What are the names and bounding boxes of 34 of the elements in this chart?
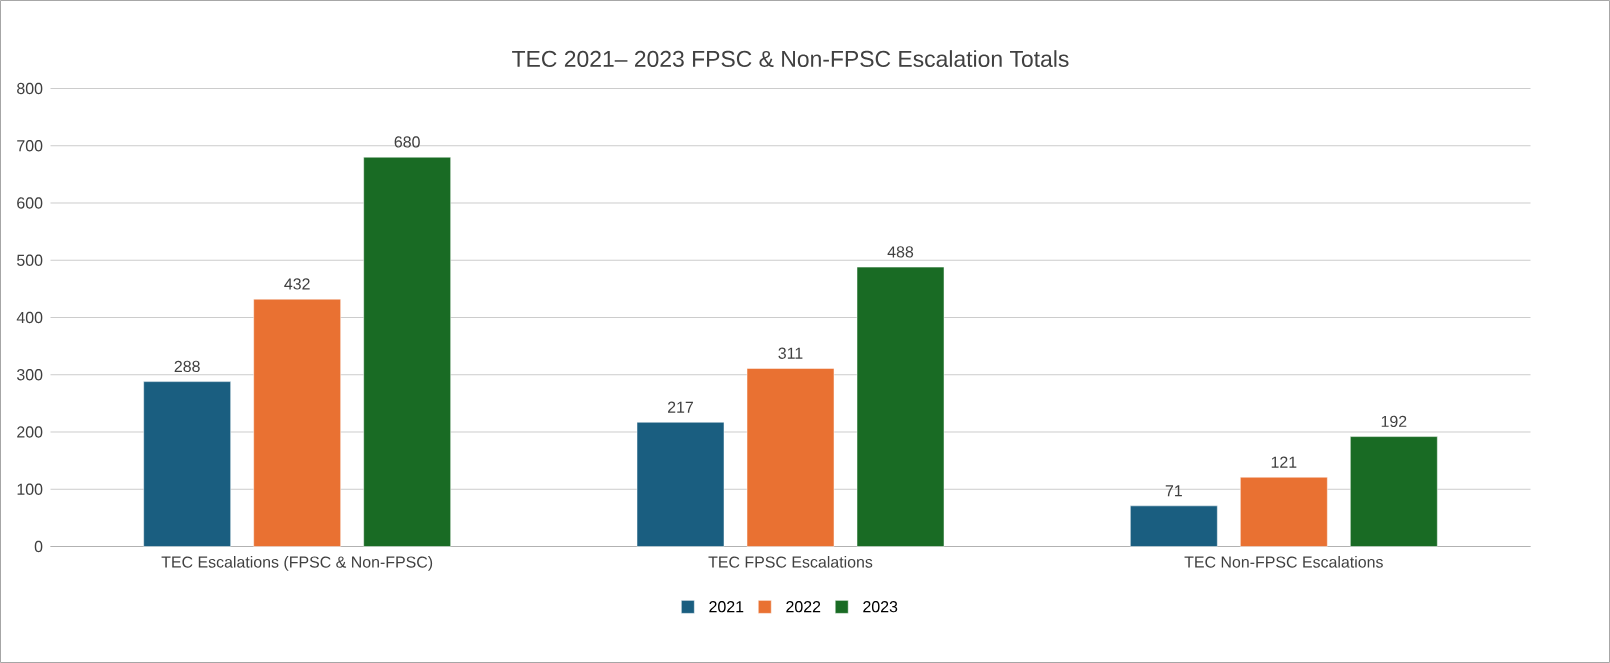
bar (143, 381, 231, 547)
data-label: 71 (1165, 485, 1182, 497)
chart-title: TEC 2021– 2023 FPSC & Non-FPSC Escalation Totals (512, 50, 1069, 67)
bar (746, 368, 835, 547)
x-tick-label: TEC Non-FPSC Escalations (1184, 556, 1383, 568)
y-tick-label: 500 (17, 254, 43, 266)
x-tick-label: TEC Escalations (FPSC & Non-FPSC) (161, 556, 433, 571)
data-label: 217 (668, 401, 693, 413)
bar (1130, 505, 1218, 547)
y-tick-label: 300 (16, 369, 43, 381)
bar (253, 298, 341, 547)
data-label: 121 (1271, 456, 1297, 468)
y-tick-label: 100 (17, 483, 43, 495)
legend-label: 2021 (709, 601, 744, 613)
y-tick-label: 200 (17, 426, 43, 438)
x-tick-label: TEC FPSC Escalations (708, 556, 873, 568)
y-tick-label: 400 (16, 311, 43, 324)
data-label: 192 (1381, 415, 1407, 428)
legend-label: 2022 (786, 601, 821, 613)
y-tick-label: 0 (34, 540, 43, 553)
bar (856, 266, 945, 547)
bar (1350, 436, 1438, 547)
bar (363, 156, 451, 547)
data-label: 432 (284, 278, 310, 290)
y-tick-label: 600 (17, 197, 43, 209)
data-label: 311 (778, 347, 803, 359)
data-label: 288 (174, 360, 200, 373)
data-label: 680 (394, 136, 420, 148)
bar (1240, 476, 1328, 547)
y-tick-label: 700 (17, 140, 43, 152)
legend-label: 2023 (863, 601, 898, 613)
bar (636, 422, 725, 547)
data-label: 488 (887, 246, 914, 258)
y-tick-label: 800 (17, 82, 43, 95)
